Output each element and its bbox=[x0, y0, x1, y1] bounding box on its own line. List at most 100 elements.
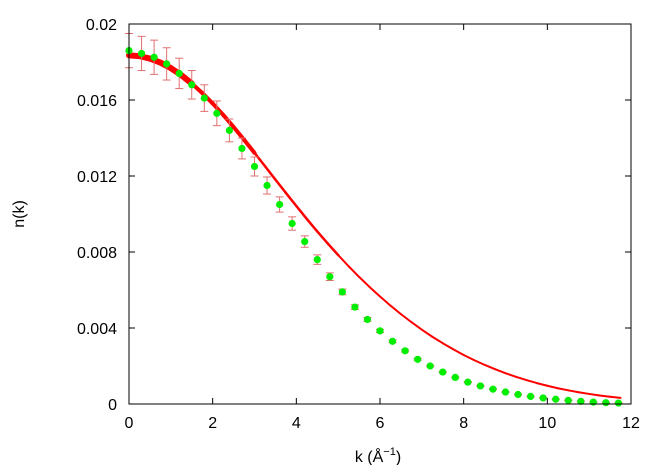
data-point bbox=[614, 399, 623, 407]
y-tick-label: 0.012 bbox=[77, 169, 117, 186]
fit-line-segment bbox=[274, 178, 288, 195]
data-point bbox=[175, 69, 183, 77]
fit-line-segment bbox=[535, 382, 549, 387]
data-point bbox=[200, 94, 208, 102]
data-point bbox=[313, 256, 321, 264]
data-point bbox=[501, 388, 510, 396]
fit-line-segment bbox=[337, 254, 350, 268]
data-point bbox=[539, 394, 547, 402]
x-axis-label-close: ) bbox=[396, 449, 401, 465]
fit-line-segment bbox=[210, 101, 226, 117]
x-tick-label: 12 bbox=[622, 415, 640, 432]
fit-line-segment bbox=[399, 313, 413, 324]
data-point bbox=[376, 327, 384, 335]
fit-line-segment bbox=[494, 368, 507, 375]
data-point bbox=[250, 162, 259, 171]
fit-line-segment bbox=[358, 275, 371, 288]
y-tick-label: 0.004 bbox=[77, 321, 117, 338]
fit-line-segment bbox=[316, 230, 329, 245]
data-point bbox=[137, 49, 146, 58]
x-tick-label: 10 bbox=[538, 415, 556, 432]
fit-line-segment bbox=[609, 395, 622, 399]
fit-line-segment bbox=[556, 387, 570, 392]
data-point bbox=[326, 273, 334, 281]
fit-line-segment bbox=[420, 328, 434, 338]
fit-line-segment bbox=[483, 363, 497, 371]
fit-line-segment bbox=[379, 295, 392, 307]
data-point bbox=[414, 355, 422, 363]
data-point bbox=[451, 373, 459, 381]
data-point bbox=[238, 144, 246, 153]
data-point bbox=[263, 181, 271, 190]
data-point bbox=[552, 395, 560, 403]
fit-line-segment bbox=[514, 375, 528, 382]
data-point bbox=[489, 385, 497, 393]
fit-line-segment bbox=[441, 342, 455, 351]
fit-line-segment bbox=[326, 242, 340, 257]
data-point bbox=[401, 347, 409, 355]
x-tick-label: 6 bbox=[376, 415, 385, 432]
data-point bbox=[388, 337, 397, 345]
x-tick-label: 0 bbox=[125, 415, 134, 432]
y-axis-ticks: 0 0.004 0.008 0.012 0.016 0.02 bbox=[77, 17, 631, 414]
fit-line-segment bbox=[577, 391, 591, 395]
data-point bbox=[577, 397, 585, 405]
data-point bbox=[338, 288, 346, 296]
data-point bbox=[276, 200, 284, 209]
x-tick-label: 8 bbox=[459, 415, 468, 432]
y-tick-label: 0 bbox=[108, 397, 117, 414]
fit-line-segment bbox=[347, 265, 361, 278]
fit-line-segment bbox=[431, 335, 444, 345]
fit-line-segment bbox=[305, 217, 319, 233]
data-point-layer bbox=[125, 47, 623, 407]
fit-line-segment bbox=[410, 321, 423, 331]
data-point bbox=[301, 237, 309, 246]
fit-line-segment bbox=[263, 164, 277, 181]
y-tick-label: 0.008 bbox=[77, 245, 117, 262]
x-axis-label: k (Å−1) bbox=[355, 446, 401, 465]
data-point bbox=[602, 399, 610, 407]
fit-line-segment bbox=[473, 359, 486, 366]
data-point bbox=[426, 362, 434, 370]
fit-line-segment bbox=[546, 384, 559, 390]
fit-line-segment bbox=[504, 372, 517, 378]
data-point bbox=[439, 368, 447, 376]
data-point bbox=[225, 126, 233, 134]
fit-line-segment bbox=[598, 394, 612, 398]
fit-line-segment bbox=[588, 392, 601, 397]
x-axis-ticks: 0 2 4 6 8 10 12 bbox=[125, 24, 640, 432]
data-point bbox=[351, 303, 359, 311]
fit-line-segment bbox=[368, 285, 381, 298]
data-point bbox=[163, 60, 171, 68]
fit-line-segment bbox=[389, 304, 402, 316]
data-point bbox=[564, 396, 572, 404]
x-tick-label: 2 bbox=[208, 415, 217, 432]
fit-line-segment bbox=[567, 389, 580, 394]
data-point bbox=[476, 382, 484, 390]
fit-line-segment bbox=[295, 204, 309, 221]
data-point bbox=[527, 392, 535, 400]
y-tick-label: 0.016 bbox=[77, 93, 117, 110]
data-point bbox=[514, 390, 522, 399]
data-point bbox=[213, 109, 221, 117]
data-point bbox=[363, 315, 372, 324]
fit-line-segment bbox=[221, 112, 236, 129]
fit-line-layer bbox=[126, 52, 622, 399]
x-axis-label-superscript: −1 bbox=[383, 446, 396, 458]
fit-line-segment bbox=[242, 137, 257, 155]
data-point bbox=[288, 219, 296, 228]
data-point bbox=[150, 53, 158, 61]
fit-line-segment bbox=[452, 348, 465, 356]
fit-line-segment bbox=[462, 353, 476, 362]
data-point bbox=[188, 81, 196, 89]
data-point bbox=[464, 378, 472, 386]
fit-line-segment bbox=[284, 191, 298, 208]
data-point bbox=[589, 398, 597, 406]
x-tick-label: 4 bbox=[292, 415, 301, 432]
fit-line-segment bbox=[253, 151, 267, 168]
y-axis-label: n(k) bbox=[11, 200, 28, 228]
fit-line-segment bbox=[525, 379, 538, 385]
y-tick-label: 0.02 bbox=[86, 17, 117, 34]
